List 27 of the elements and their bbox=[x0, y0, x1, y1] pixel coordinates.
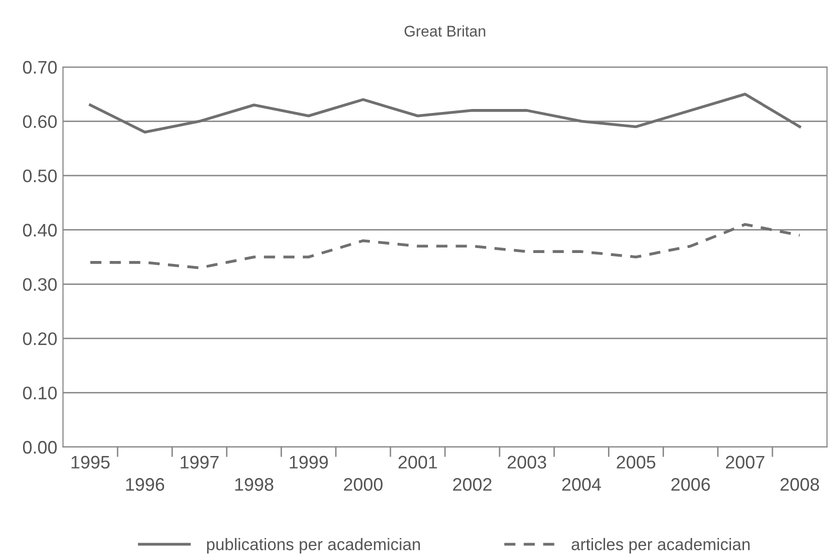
legend-label: publications per academician bbox=[207, 538, 420, 554]
y-tick-label: 0.50 bbox=[23, 170, 57, 182]
y-tick-label: 0.30 bbox=[23, 278, 57, 291]
chart-title: Great Britan bbox=[404, 25, 486, 37]
x-tick-label: 1999 bbox=[290, 456, 328, 469]
y-tick-label: 0.00 bbox=[23, 440, 57, 454]
x-tick-label: 2002 bbox=[453, 478, 492, 491]
y-tick-label: 0.20 bbox=[23, 332, 57, 346]
x-tick-label: 1996 bbox=[126, 478, 164, 491]
x-tick-label: 2003 bbox=[508, 456, 546, 469]
y-tick-label: 0.40 bbox=[23, 224, 57, 237]
x-tick-label: 2005 bbox=[616, 456, 656, 469]
x-tick-label: 1997 bbox=[180, 456, 219, 469]
x-tick-label: 1998 bbox=[235, 478, 274, 491]
x-tick-label: 2008 bbox=[780, 478, 820, 491]
x-tick-label: 2000 bbox=[344, 478, 383, 491]
x-tick-label: 2007 bbox=[726, 456, 764, 469]
line-series bbox=[88, 223, 802, 270]
legend-label: articles per academician bbox=[572, 538, 750, 554]
y-tick-label: 0.60 bbox=[23, 115, 57, 128]
y-tick-label: 0.10 bbox=[23, 386, 57, 400]
x-tick-label: 2001 bbox=[398, 456, 437, 469]
line-series bbox=[88, 92, 802, 134]
x-tick-label: 1995 bbox=[72, 456, 110, 469]
y-tick-label: 0.70 bbox=[23, 60, 57, 74]
x-tick-label: 2004 bbox=[562, 478, 601, 491]
x-tick-label: 2006 bbox=[671, 478, 710, 491]
